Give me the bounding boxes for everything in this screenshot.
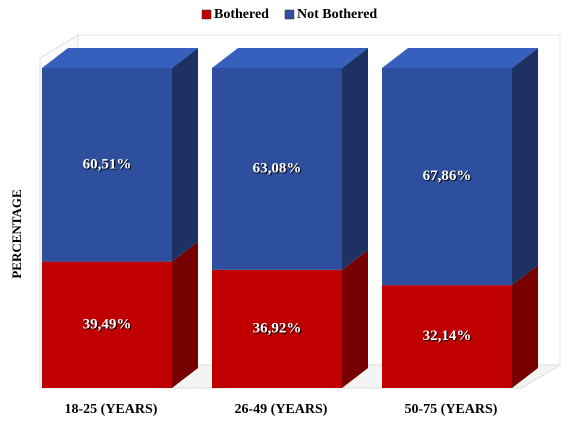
data-label: 32,14% <box>423 328 472 344</box>
bar-side <box>512 48 538 286</box>
x-tick-label: 18-25 (YEARS) <box>65 402 158 417</box>
legend-swatch <box>284 9 295 20</box>
bar <box>212 68 342 270</box>
legend-label: Bothered <box>214 7 269 22</box>
x-tick-label: 26-49 (YEARS) <box>235 402 328 417</box>
bar-top <box>42 48 198 68</box>
bar-side <box>512 265 538 388</box>
bar-top <box>212 48 368 68</box>
bar <box>212 269 342 388</box>
legend-label: Not Bothered <box>297 7 377 22</box>
bar <box>382 68 512 286</box>
data-label: 60,51% <box>83 156 132 172</box>
x-tick-label: 50-75 (YEARS) <box>405 402 498 417</box>
bar <box>42 68 172 262</box>
y-axis-label: PERCENTAGE <box>9 189 24 278</box>
data-label: 36,92% <box>253 320 302 336</box>
bar-side <box>172 48 198 262</box>
bar-top <box>382 48 538 68</box>
bar-side <box>342 48 368 270</box>
bar <box>382 285 512 388</box>
data-label: 67,86% <box>423 168 472 184</box>
data-label: 63,08% <box>253 160 302 176</box>
data-label: 39,49% <box>83 316 132 332</box>
bar-side <box>172 241 198 388</box>
bar-side <box>342 249 368 388</box>
legend-swatch <box>201 9 212 20</box>
bar <box>42 261 172 388</box>
